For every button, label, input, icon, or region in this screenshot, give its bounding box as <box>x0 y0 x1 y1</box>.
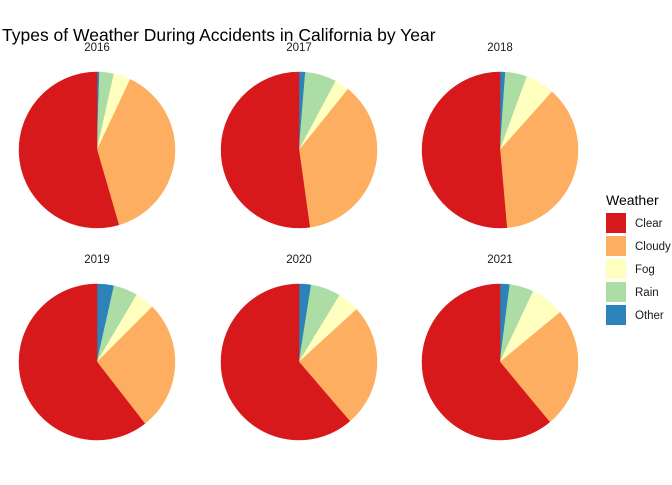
legend-swatch <box>606 259 626 279</box>
pie-slice-clear <box>18 71 120 229</box>
legend-swatch <box>606 305 626 325</box>
pie-2021: 2021 <box>421 254 579 441</box>
pie-slice-cloudy <box>499 311 579 423</box>
facets: 2016 2017 2018 2019 2020 2021 <box>18 42 579 441</box>
facet-label: 2017 <box>286 42 312 54</box>
pie-2016: 2016 <box>18 42 176 229</box>
legend-item-clear: Clear <box>606 213 663 233</box>
pie-slice-clear <box>220 71 311 229</box>
legend-item-cloudy: Cloudy <box>606 236 671 256</box>
facet-label: 2019 <box>84 254 110 266</box>
pie-2018: 2018 <box>421 42 579 229</box>
legend-label: Cloudy <box>635 241 671 253</box>
legend-label: Other <box>635 310 664 322</box>
legend: Weather Clear Cloudy Fog Rain Other <box>606 192 671 325</box>
legend-item-fog: Fog <box>606 259 655 279</box>
legend-swatch <box>606 236 626 256</box>
pie-2019: 2019 <box>18 254 176 441</box>
legend-item-rain: Rain <box>606 282 659 302</box>
pie-slice-clear <box>220 283 351 441</box>
facet-label: 2018 <box>487 42 513 54</box>
pie-slice-clear <box>421 283 551 441</box>
pie-slice-clear <box>421 71 508 229</box>
legend-title: Weather <box>606 192 659 208</box>
legend-label: Fog <box>635 264 655 276</box>
pie-slice-cloudy <box>96 79 176 226</box>
legend-label: Clear <box>635 218 663 230</box>
pie-slice-cloudy <box>298 88 378 228</box>
pie-slice-cloudy <box>499 91 579 228</box>
legend-swatch <box>606 282 626 302</box>
legend-label: Rain <box>635 287 659 299</box>
chart-title: Types of Weather During Accidents in Cal… <box>2 25 436 45</box>
facet-label: 2020 <box>286 254 312 266</box>
pie-slice-cloudy <box>298 308 378 422</box>
pie-2020: 2020 <box>220 254 378 441</box>
facet-label: 2021 <box>487 254 513 266</box>
legend-swatch <box>606 213 626 233</box>
pie-slice-cloudy <box>96 306 176 424</box>
facet-label: 2016 <box>84 42 110 54</box>
legend-item-other: Other <box>606 305 664 325</box>
pie-2017: 2017 <box>220 42 378 229</box>
pie-slice-clear <box>18 283 146 441</box>
